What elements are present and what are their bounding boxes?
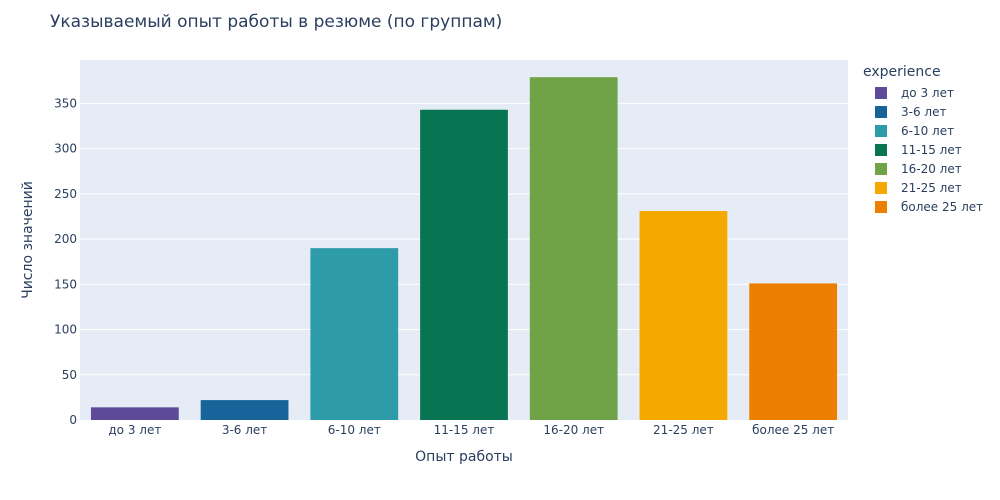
legend-swatch — [875, 181, 887, 194]
x-tick-label: 11-15 лет — [434, 423, 495, 437]
legend-swatch — [875, 105, 887, 118]
x-axis-title: Опыт работы — [415, 449, 513, 465]
y-tick-label: 350 — [54, 96, 77, 110]
y-tick-label: 250 — [54, 187, 77, 201]
x-tick-label: 16-20 лет — [543, 423, 604, 437]
y-tick-label: 0 — [69, 413, 77, 427]
x-tick-label: 6-10 лет — [328, 423, 381, 437]
y-tick-label: 300 — [54, 142, 77, 156]
legend-label: 21-25 лет — [901, 180, 962, 195]
bar-5 — [529, 77, 618, 421]
legend-item[interactable]: 3-6 лет — [875, 102, 983, 121]
legend: experience до 3 лет 3-6 лет 6-10 лет 11-15 … — [863, 64, 983, 216]
legend-swatch — [875, 124, 887, 137]
x-tick-label: более 25 лет — [752, 423, 834, 437]
y-axis-title: Число значений — [20, 181, 36, 299]
chart-title: Указываемый опыт работы в резюме (по гру… — [50, 12, 503, 32]
y-tick-label: 150 — [54, 277, 77, 291]
y-tick-label: 100 — [54, 323, 77, 337]
bar-6 — [639, 211, 728, 420]
bar-3 — [310, 248, 399, 420]
legend-item[interactable]: 16-20 лет — [875, 159, 983, 178]
legend-item[interactable]: 6-10 лет — [875, 121, 983, 140]
legend-label: более 25 лет — [901, 199, 984, 214]
bar-4 — [420, 109, 508, 420]
legend-item[interactable]: 21-25 лет — [875, 178, 983, 197]
legend-title: experience — [863, 64, 941, 80]
legend-item[interactable]: более 25 лет — [875, 197, 983, 216]
bar-7 — [749, 283, 838, 420]
legend-label: 16-20 лет — [901, 161, 962, 176]
x-tick-label: 21-25 лет — [653, 423, 714, 437]
legend-label: 11-15 лет — [901, 142, 962, 157]
y-tick-label: 200 — [54, 232, 77, 246]
legend-item[interactable]: 11-15 лет — [875, 140, 983, 159]
bar-1 — [90, 407, 179, 420]
legend-swatch — [875, 143, 887, 156]
y-tick-label: 50 — [62, 368, 77, 382]
legend-swatch — [875, 86, 887, 99]
legend-item[interactable]: до 3 лет — [875, 83, 983, 102]
legend-label: до 3 лет — [901, 85, 954, 100]
bar-2 — [200, 400, 289, 420]
x-tick-label: 3-6 лет — [222, 423, 267, 437]
legend-label: 3-6 лет — [901, 104, 947, 119]
legend-items: до 3 лет 3-6 лет 6-10 лет 11-15 лет 16-20 ле… — [863, 83, 983, 216]
legend-label: 6-10 лет — [901, 123, 955, 138]
x-tick-label: до 3 лет — [108, 423, 161, 437]
legend-swatch — [875, 162, 887, 175]
legend-swatch — [875, 200, 887, 213]
